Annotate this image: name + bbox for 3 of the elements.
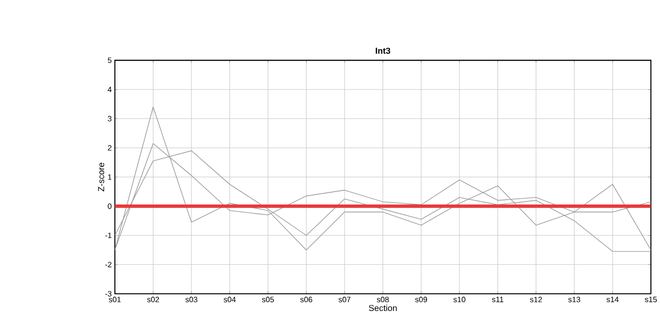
y-axis-title: Z-score xyxy=(98,162,104,192)
chart-title: Int3 xyxy=(376,48,390,54)
x-axis-title: Section xyxy=(368,304,397,312)
